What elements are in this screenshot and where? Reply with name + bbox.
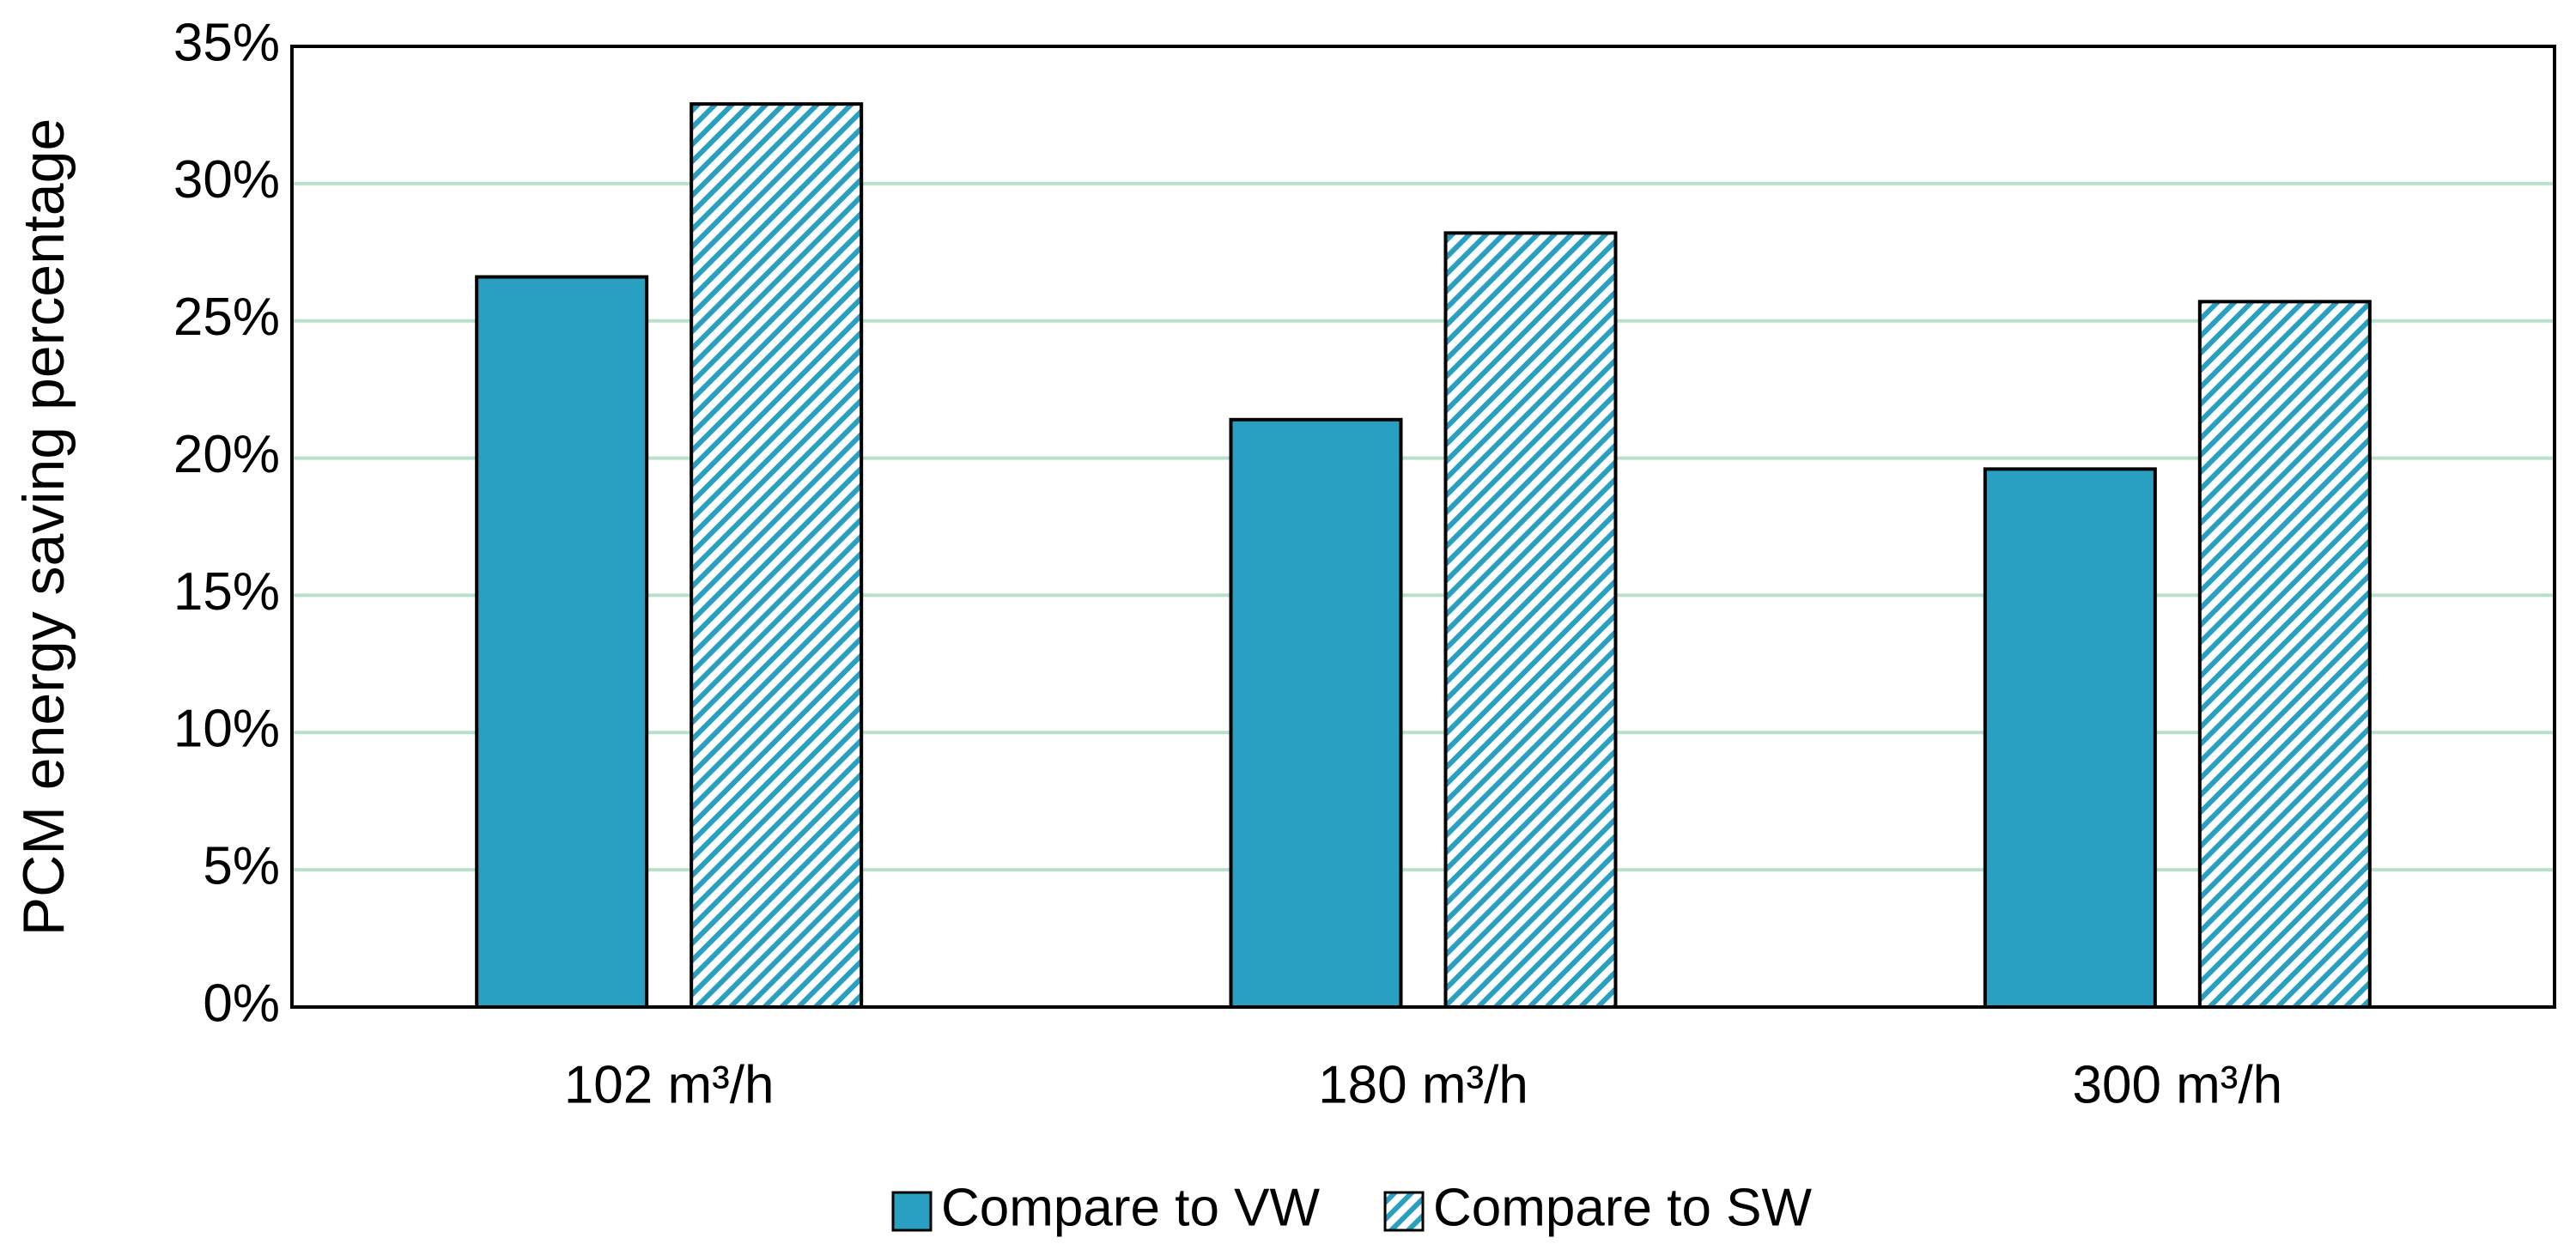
bar (690, 102, 864, 1009)
legend-label: Compare to SW (1433, 1178, 1813, 1237)
x-tick-label: 180 m³/h (1318, 1055, 1528, 1114)
y-tick-label: 30% (173, 150, 280, 209)
bar (1443, 231, 1618, 1009)
legend-swatch (891, 1191, 933, 1232)
y-tick-label: 35% (173, 13, 280, 72)
bar (1229, 417, 1403, 1010)
x-tick-label: 300 m³/h (2072, 1055, 2282, 1114)
legend-swatch (1383, 1191, 1425, 1232)
bar (2197, 300, 2372, 1009)
x-tick-label: 102 m³/h (564, 1055, 775, 1114)
y-tick-label: 10% (173, 700, 280, 759)
bar (475, 275, 649, 1009)
bar (1983, 467, 2157, 1009)
legend-label: Compare to VW (941, 1178, 1321, 1237)
y-tick-label: 5% (203, 837, 280, 896)
y-tick-label: 25% (173, 288, 280, 347)
y-tick-label: 0% (203, 974, 280, 1033)
y-tick-label: 15% (173, 562, 280, 622)
plot-border (290, 45, 2556, 1009)
y-tick-label: 20% (173, 425, 280, 484)
y-axis-title: PCM energy saving percentage (11, 118, 76, 937)
